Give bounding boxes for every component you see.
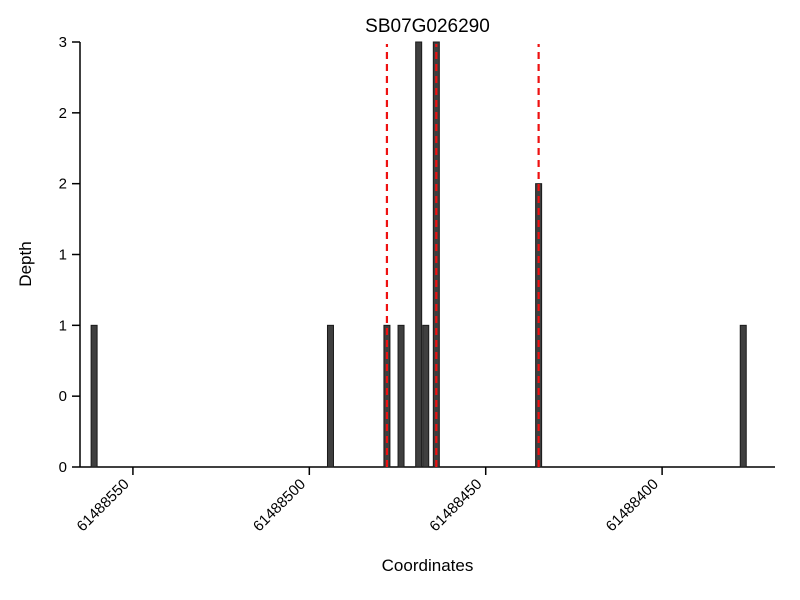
x-tick-label: 61488500 xyxy=(250,476,309,535)
y-tick-label: 2 xyxy=(59,105,67,122)
depth-bar xyxy=(422,324,430,468)
y-axis-label: Depth xyxy=(16,241,35,287)
y-tick-label: 1 xyxy=(59,317,67,334)
depth-bar xyxy=(415,41,423,468)
depth-bar xyxy=(326,324,334,468)
x-tick-label: 61488550 xyxy=(74,476,133,535)
y-tick-label: 0 xyxy=(59,388,67,405)
y-tick-label: 2 xyxy=(59,176,67,193)
chart-title: SB07G026290 xyxy=(365,16,490,37)
y-tick-label: 0 xyxy=(59,459,67,476)
x-tick-label: 61488400 xyxy=(603,476,662,535)
y-tick-label: 1 xyxy=(59,247,67,264)
x-axis-label: Coordinates xyxy=(381,556,474,575)
depth-bar xyxy=(90,324,98,468)
depth-bar xyxy=(739,324,747,468)
x-tick-label: 61488450 xyxy=(426,476,485,535)
depth-bar xyxy=(397,324,405,468)
y-tick-label: 3 xyxy=(59,34,67,51)
